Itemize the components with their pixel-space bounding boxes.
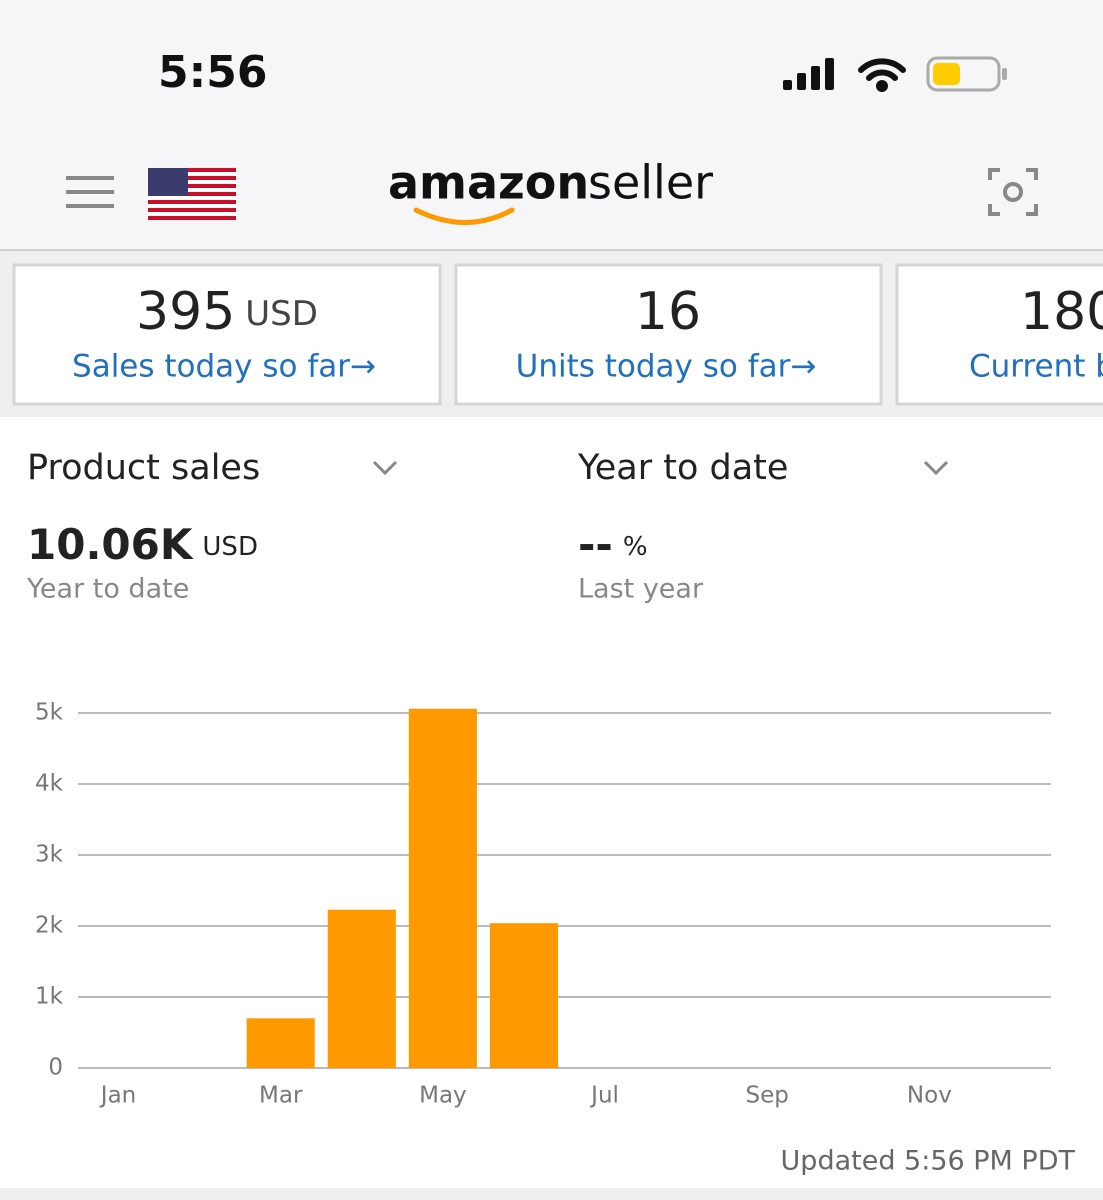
logo-brand: amazon [388, 156, 589, 210]
change-value: --% [578, 520, 648, 569]
metric-dropdown[interactable]: Product sales [27, 448, 398, 488]
y-tick-label: 4k [35, 771, 64, 797]
wifi-icon [858, 58, 906, 92]
card-value: 395 USD [136, 282, 318, 342]
chart: 0 1k 2k 3k 4k 5k Jan Mar May Jul Sep Nov [35, 700, 1051, 1109]
change-number: -- [578, 520, 613, 569]
menu-button[interactable] [66, 176, 114, 208]
card-link[interactable]: Units today so far→ [516, 349, 817, 385]
metric-label: Product sales [27, 448, 260, 488]
summary-caption: Year to date [26, 574, 189, 605]
change-unit: % [623, 532, 648, 562]
logo-product: seller [588, 156, 713, 210]
status-time: 5:56 [158, 47, 267, 98]
summary-number: 10.06K [27, 520, 194, 569]
bar [327, 909, 396, 1068]
flag-button[interactable] [148, 168, 236, 220]
logo-smile [413, 207, 515, 225]
summary-value: 10.06K USD [27, 520, 258, 569]
period-dropdown[interactable]: Year to date [577, 448, 949, 488]
sales-card[interactable]: 395 USD Sales today so far→ [12, 263, 442, 406]
x-tick-label: Nov [907, 1083, 952, 1109]
x-tick-label: Jul [589, 1083, 619, 1109]
y-tick-label: 1k [35, 984, 64, 1010]
bar [489, 923, 559, 1068]
balance-card[interactable]: 180 Current b [895, 263, 1103, 406]
change-caption: Last year [578, 574, 704, 605]
signal-icon [783, 58, 834, 90]
card-unit: USD [245, 294, 318, 334]
bottom-strip [0, 1188, 1103, 1200]
x-tick-label: May [419, 1083, 467, 1109]
y-tick-label: 2k [35, 913, 64, 939]
card-number: 180 [1020, 282, 1103, 342]
scan-button[interactable] [988, 168, 1038, 216]
x-tick-label: Sep [746, 1083, 789, 1109]
x-tick-label: Mar [259, 1083, 303, 1109]
x-tick-label: Jan [99, 1083, 136, 1109]
bar [246, 1018, 315, 1068]
period-label: Year to date [577, 448, 788, 488]
y-tick-label: 5k [35, 700, 64, 726]
y-tick-label: 0 [48, 1055, 63, 1081]
card-number: 395 [136, 282, 235, 342]
card-number: 16 [635, 282, 701, 342]
battery-icon [926, 56, 1007, 92]
summary-unit: USD [202, 532, 258, 562]
card-link[interactable]: Sales today so far→ [72, 349, 376, 385]
updated-note: Updated 5:56 PM PDT [781, 1146, 1076, 1177]
units-card[interactable]: 16 Units today so far→ [454, 263, 883, 406]
bar [408, 708, 477, 1068]
y-tick-label: 3k [35, 842, 64, 868]
card-link[interactable]: Current b [969, 349, 1103, 385]
